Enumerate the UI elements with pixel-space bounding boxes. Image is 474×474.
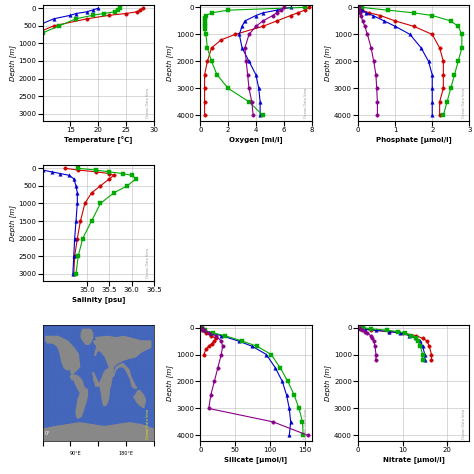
Text: Ocean Data View: Ocean Data View <box>146 408 150 438</box>
Polygon shape <box>93 337 151 388</box>
Y-axis label: Depth [m]: Depth [m] <box>9 205 16 241</box>
X-axis label: Salinity [psu]: Salinity [psu] <box>72 296 125 303</box>
Text: Ocean Data View: Ocean Data View <box>462 408 466 438</box>
X-axis label: Oxygen [ml/l]: Oxygen [ml/l] <box>229 136 283 143</box>
Text: 90°E: 90°E <box>70 451 82 456</box>
Text: 0°: 0° <box>45 431 51 436</box>
X-axis label: Nitrate [µmol/l]: Nitrate [µmol/l] <box>383 456 445 463</box>
Polygon shape <box>46 337 80 380</box>
Polygon shape <box>43 423 154 441</box>
X-axis label: Temperature [°C]: Temperature [°C] <box>64 136 132 144</box>
X-axis label: Silicate [µmol/l]: Silicate [µmol/l] <box>224 456 288 463</box>
Text: 180°E: 180°E <box>118 451 134 456</box>
Text: Ocean Data View: Ocean Data View <box>146 88 150 118</box>
X-axis label: Phosphate [µmol/l]: Phosphate [µmol/l] <box>376 136 452 143</box>
Polygon shape <box>73 375 87 418</box>
Text: Ocean Data View: Ocean Data View <box>462 88 466 118</box>
Text: Ocean Data View: Ocean Data View <box>304 88 308 118</box>
Y-axis label: Depth [m]: Depth [m] <box>166 365 173 401</box>
Polygon shape <box>81 329 92 344</box>
Polygon shape <box>92 369 112 405</box>
Y-axis label: Depth [m]: Depth [m] <box>324 45 331 81</box>
Y-axis label: Depth [m]: Depth [m] <box>166 45 173 81</box>
Text: Ocean Data View: Ocean Data View <box>304 408 308 438</box>
Text: Ocean Data View: Ocean Data View <box>146 248 150 278</box>
Y-axis label: Depth [m]: Depth [m] <box>9 45 16 81</box>
Y-axis label: Depth [m]: Depth [m] <box>324 365 331 401</box>
Polygon shape <box>134 391 146 407</box>
